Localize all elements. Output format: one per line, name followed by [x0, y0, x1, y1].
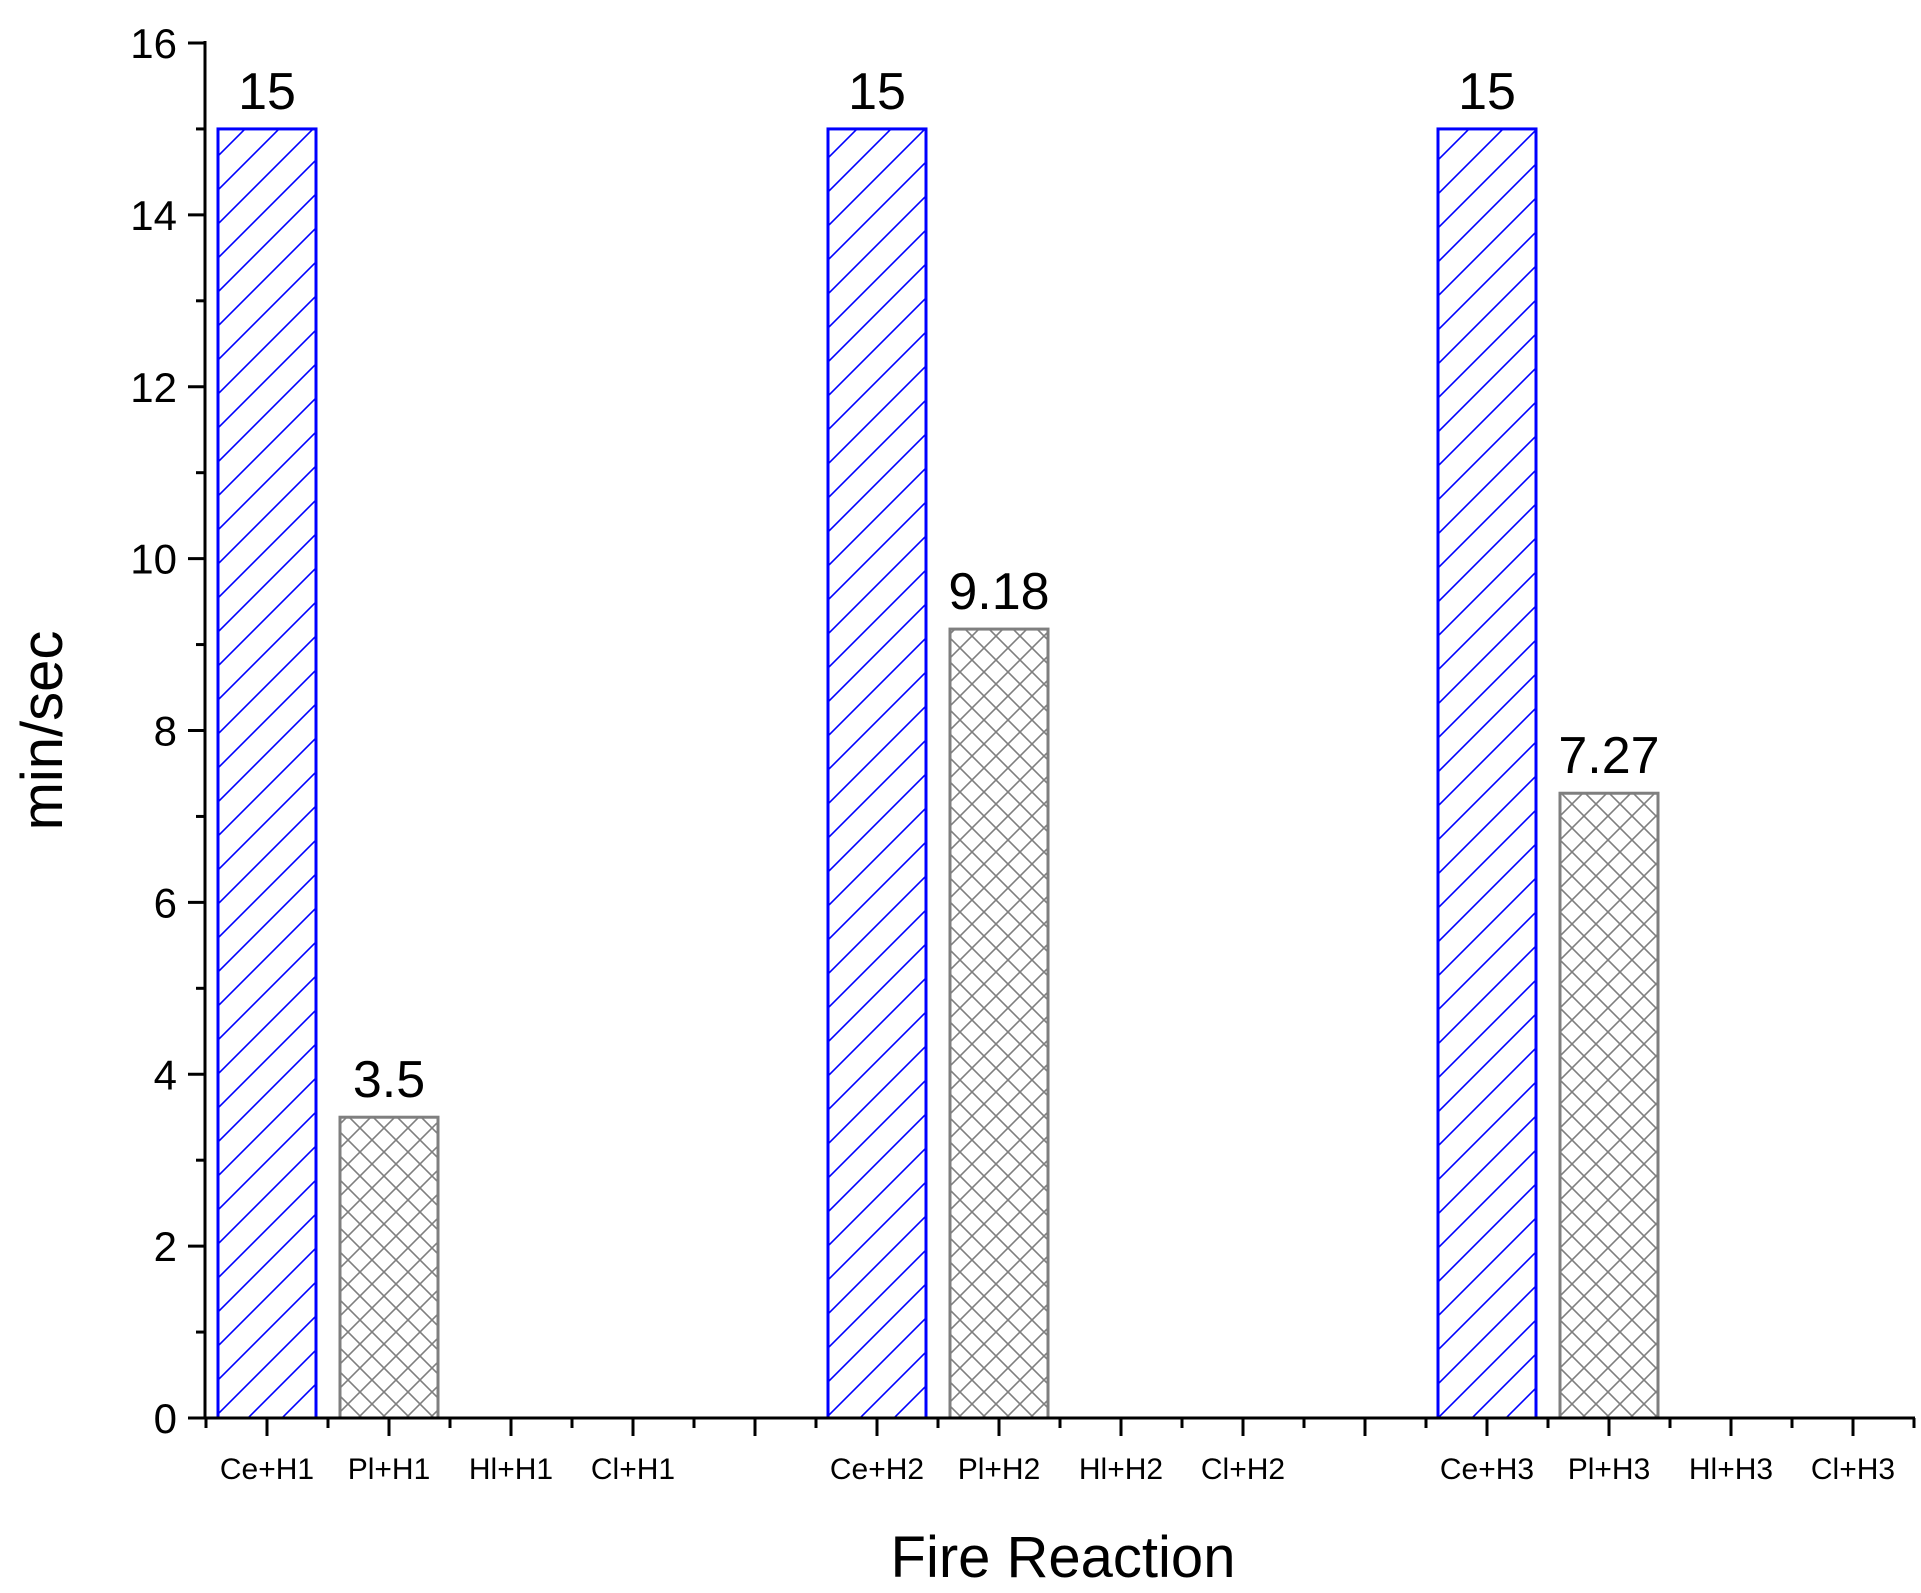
x-category-label: Cl+H2: [1201, 1453, 1285, 1486]
bars-layer: 15 3.5 15 9.18 15 7.27: [216, 63, 1660, 1420]
x-axis-title: Fire Reaction: [891, 1525, 1236, 1590]
x-category-label: Ce+H1: [220, 1453, 314, 1486]
bar-value-label: 3.5: [353, 1051, 425, 1109]
bar-value-label: 15: [1458, 63, 1516, 121]
x-category-label: Pl+H1: [348, 1453, 431, 1486]
x-category-label: Ce+H3: [1440, 1453, 1534, 1486]
y-tick-label: 14: [130, 192, 177, 239]
bar-value-label: 7.27: [1558, 727, 1659, 785]
x-category-label: Hl+H1: [469, 1453, 553, 1486]
x-category-label: Ce+H2: [830, 1453, 924, 1486]
x-category-label: Hl+H3: [1689, 1453, 1773, 1486]
x-category-label: Pl+H2: [958, 1453, 1041, 1486]
y-tick-label: 16: [130, 20, 177, 67]
y-tick-label: 10: [130, 536, 177, 583]
y-tick-label: 8: [154, 708, 177, 755]
bar: [338, 1115, 440, 1420]
x-category-label: Pl+H3: [1568, 1453, 1651, 1486]
bar: [1558, 791, 1660, 1420]
bar: [948, 627, 1050, 1420]
y-tick-label: 12: [130, 364, 177, 411]
bar: [826, 127, 928, 1420]
y-tick-label: 2: [154, 1223, 177, 1270]
y-axis-title: min/sec: [10, 631, 75, 831]
bar: [1436, 127, 1538, 1420]
y-tick-label: 6: [154, 879, 177, 926]
bar-value-label: 15: [238, 63, 296, 121]
x-category-label: Hl+H2: [1079, 1453, 1163, 1486]
x-category-label: Cl+H1: [591, 1453, 675, 1486]
y-tick-label: 0: [154, 1395, 177, 1442]
bar-value-label: 15: [848, 63, 906, 121]
bar: [216, 127, 318, 1420]
bar-value-label: 9.18: [948, 563, 1049, 621]
ticks-layer: 0 2 4 6 8 10 12 14 16 Ce+H1 Pl+H1 Hl+H1 Cl+H1 Ce+H2 Pl…: [130, 20, 1916, 1486]
y-tick-label: 4: [154, 1051, 177, 1098]
x-category-label: Cl+H3: [1811, 1453, 1895, 1486]
